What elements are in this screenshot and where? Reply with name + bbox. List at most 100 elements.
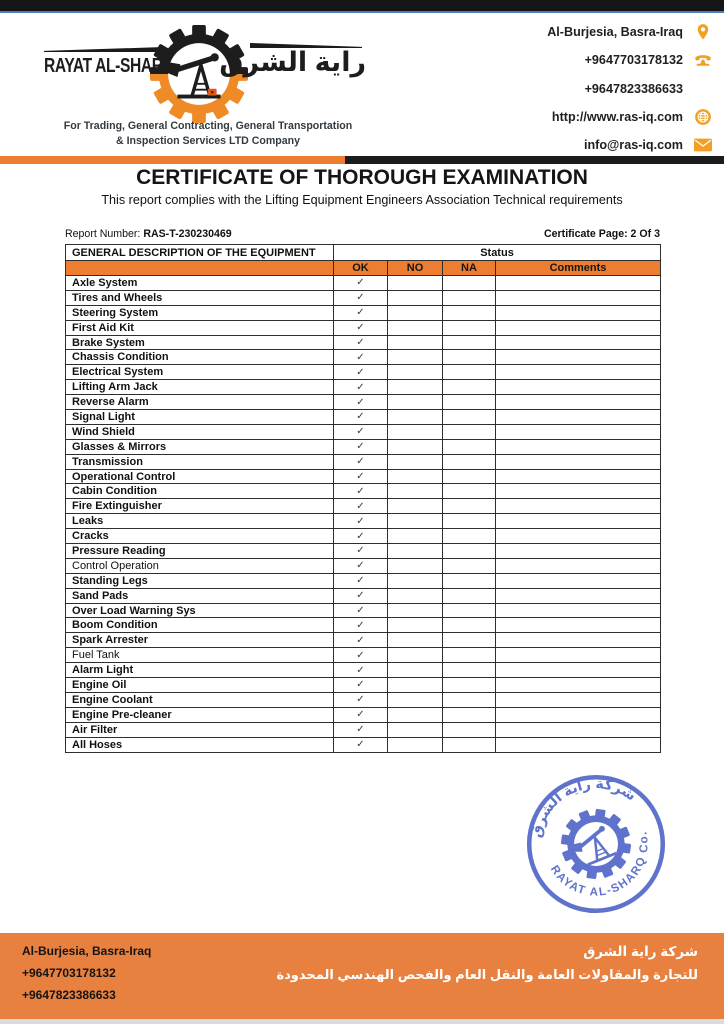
status-cell-na	[442, 483, 496, 500]
status-cell-comments	[495, 721, 661, 738]
status-cell-ok-checked: ✓	[333, 379, 388, 396]
status-cell-ok-checked: ✓	[333, 721, 388, 738]
table-row: Transmission ✓	[65, 453, 661, 470]
status-cell-no	[387, 602, 443, 619]
table-row: Chassis Condition ✓	[65, 349, 661, 366]
equipment-name-cell: Engine Oil	[65, 677, 334, 693]
status-cell-comments	[495, 572, 661, 589]
status-cell-no	[387, 319, 443, 336]
status-cell-na	[442, 304, 496, 321]
globe-icon	[692, 107, 714, 127]
status-cell-na	[442, 498, 496, 515]
status-cell-ok-checked: ✓	[333, 394, 388, 411]
status-cell-ok-checked: ✓	[333, 289, 388, 306]
contact-row-address: Al-Burjesia, Basra-Iraq	[414, 18, 714, 46]
equipment-rows: Axle System ✓ Tires and Wheels ✓ Steering Sy…	[65, 275, 661, 753]
table-row: Alarm Light ✓	[65, 662, 661, 679]
contact-row-phone2: +9647823386633	[414, 75, 714, 103]
table-row: Reverse Alarm ✓	[65, 394, 661, 411]
table-row: Brake System ✓	[65, 334, 661, 351]
footer-band: Al-Burjesia, Basra-Iraq +9647703178132 +…	[0, 933, 724, 1019]
status-cell-ok-checked: ✓	[333, 468, 388, 485]
status-cell-ok-checked: ✓	[333, 483, 388, 500]
status-cell-comments	[495, 379, 661, 396]
status-cell-ok-checked: ✓	[333, 602, 388, 619]
status-cell-no	[387, 632, 443, 649]
status-cell-comments	[495, 647, 661, 664]
status-cell-no	[387, 468, 443, 485]
equipment-name-cell: Fire Extinguisher	[65, 498, 334, 515]
status-cell-ok-checked: ✓	[333, 647, 388, 664]
phone-icon	[692, 50, 714, 70]
status-cell-comments	[495, 706, 661, 723]
footer-address: Al-Burjesia, Basra-Iraq	[22, 944, 152, 958]
status-cell-ok-checked: ✓	[333, 557, 388, 574]
status-cell-no	[387, 334, 443, 351]
equipment-name-cell: Cabin Condition	[65, 483, 334, 500]
table-row: Signal Light ✓	[65, 409, 661, 425]
status-cell-na	[442, 543, 496, 559]
status-cell-no	[387, 572, 443, 589]
status-cell-ok-checked: ✓	[333, 572, 388, 589]
report-number-label: Report Number:	[65, 228, 144, 240]
status-cell-comments	[495, 394, 661, 411]
status-cell-na	[442, 409, 496, 425]
company-name-arabic: راية الشرق	[219, 47, 366, 77]
status-cell-comments	[495, 468, 661, 485]
equipment-status-table: GENERAL DESCRIPTION OF THE EQUIPMENT Sta…	[65, 244, 661, 753]
equipment-name-cell: Electrical System	[65, 364, 334, 381]
status-cell-no	[387, 275, 443, 291]
status-cell-no	[387, 379, 443, 396]
equipment-name-cell: Signal Light	[65, 409, 334, 425]
table-row: Air Filter ✓	[65, 721, 661, 738]
table-row: Axle System ✓	[65, 275, 661, 291]
status-cell-ok-checked: ✓	[333, 587, 388, 604]
status-cell-na	[442, 736, 496, 753]
contact-row-website: http://www.ras-iq.com	[414, 103, 714, 131]
logo-swoosh-left	[44, 47, 164, 52]
status-cell-no	[387, 557, 443, 574]
status-cell-comments	[495, 587, 661, 604]
status-cell-comments	[495, 557, 661, 574]
location-pin-icon	[692, 22, 714, 42]
website-text: http://www.ras-iq.com	[551, 110, 683, 125]
equipment-name-cell: Wind Shield	[65, 423, 334, 440]
footer-arabic-line2: للتجارة والمقاولات العامة والنقل العام و…	[276, 967, 698, 982]
table-row: Steering System ✓	[65, 304, 661, 321]
equipment-name-cell: Alarm Light	[65, 662, 334, 679]
column-header-equipment: GENERAL DESCRIPTION OF THE EQUIPMENT	[65, 244, 334, 261]
table-row: Sand Pads ✓	[65, 587, 661, 604]
equipment-name-cell: Steering System	[65, 304, 334, 321]
equipment-name-cell: Operational Control	[65, 468, 334, 485]
table-row: Cabin Condition ✓	[65, 483, 661, 500]
status-cell-comments	[495, 498, 661, 515]
equipment-name-cell: Pressure Reading	[65, 543, 334, 559]
report-info-line: Report Number: RAS-T-230230469 Certifica…	[65, 228, 660, 240]
column-header-no: NO	[387, 260, 443, 276]
status-cell-comments	[495, 528, 661, 545]
status-cell-na	[442, 587, 496, 604]
status-cell-no	[387, 498, 443, 515]
table-row: Boom Condition ✓	[65, 617, 661, 634]
status-cell-no	[387, 662, 443, 679]
footer-company-arabic: شركة راية الشرق للتجارة والمقاولات العام…	[276, 942, 698, 988]
table-header-row-1: GENERAL DESCRIPTION OF THE EQUIPMENT Sta…	[65, 244, 661, 261]
status-cell-na	[442, 289, 496, 306]
status-cell-no	[387, 647, 443, 664]
status-cell-no	[387, 691, 443, 708]
table-row: Fuel Tank ✓	[65, 647, 661, 664]
email-text: info@ras-iq.com	[583, 138, 683, 153]
table-row: Engine Coolant ✓	[65, 691, 661, 708]
table-row: Spark Arrester ✓	[65, 632, 661, 649]
status-cell-comments	[495, 543, 661, 559]
footer-contact-block: Al-Burjesia, Basra-Iraq +9647703178132 +…	[22, 940, 151, 1006]
status-cell-comments	[495, 632, 661, 649]
status-cell-comments	[495, 423, 661, 440]
equipment-name-cell: Boom Condition	[65, 617, 334, 634]
header-divider-bar	[0, 156, 724, 164]
certificate-page-indicator: Certificate Page: 2 Of 3	[544, 228, 660, 240]
table-row: Leaks ✓	[65, 513, 661, 530]
status-cell-ok-checked: ✓	[333, 706, 388, 723]
page-subtitle: This report complies with the Lifting Eq…	[101, 193, 623, 207]
